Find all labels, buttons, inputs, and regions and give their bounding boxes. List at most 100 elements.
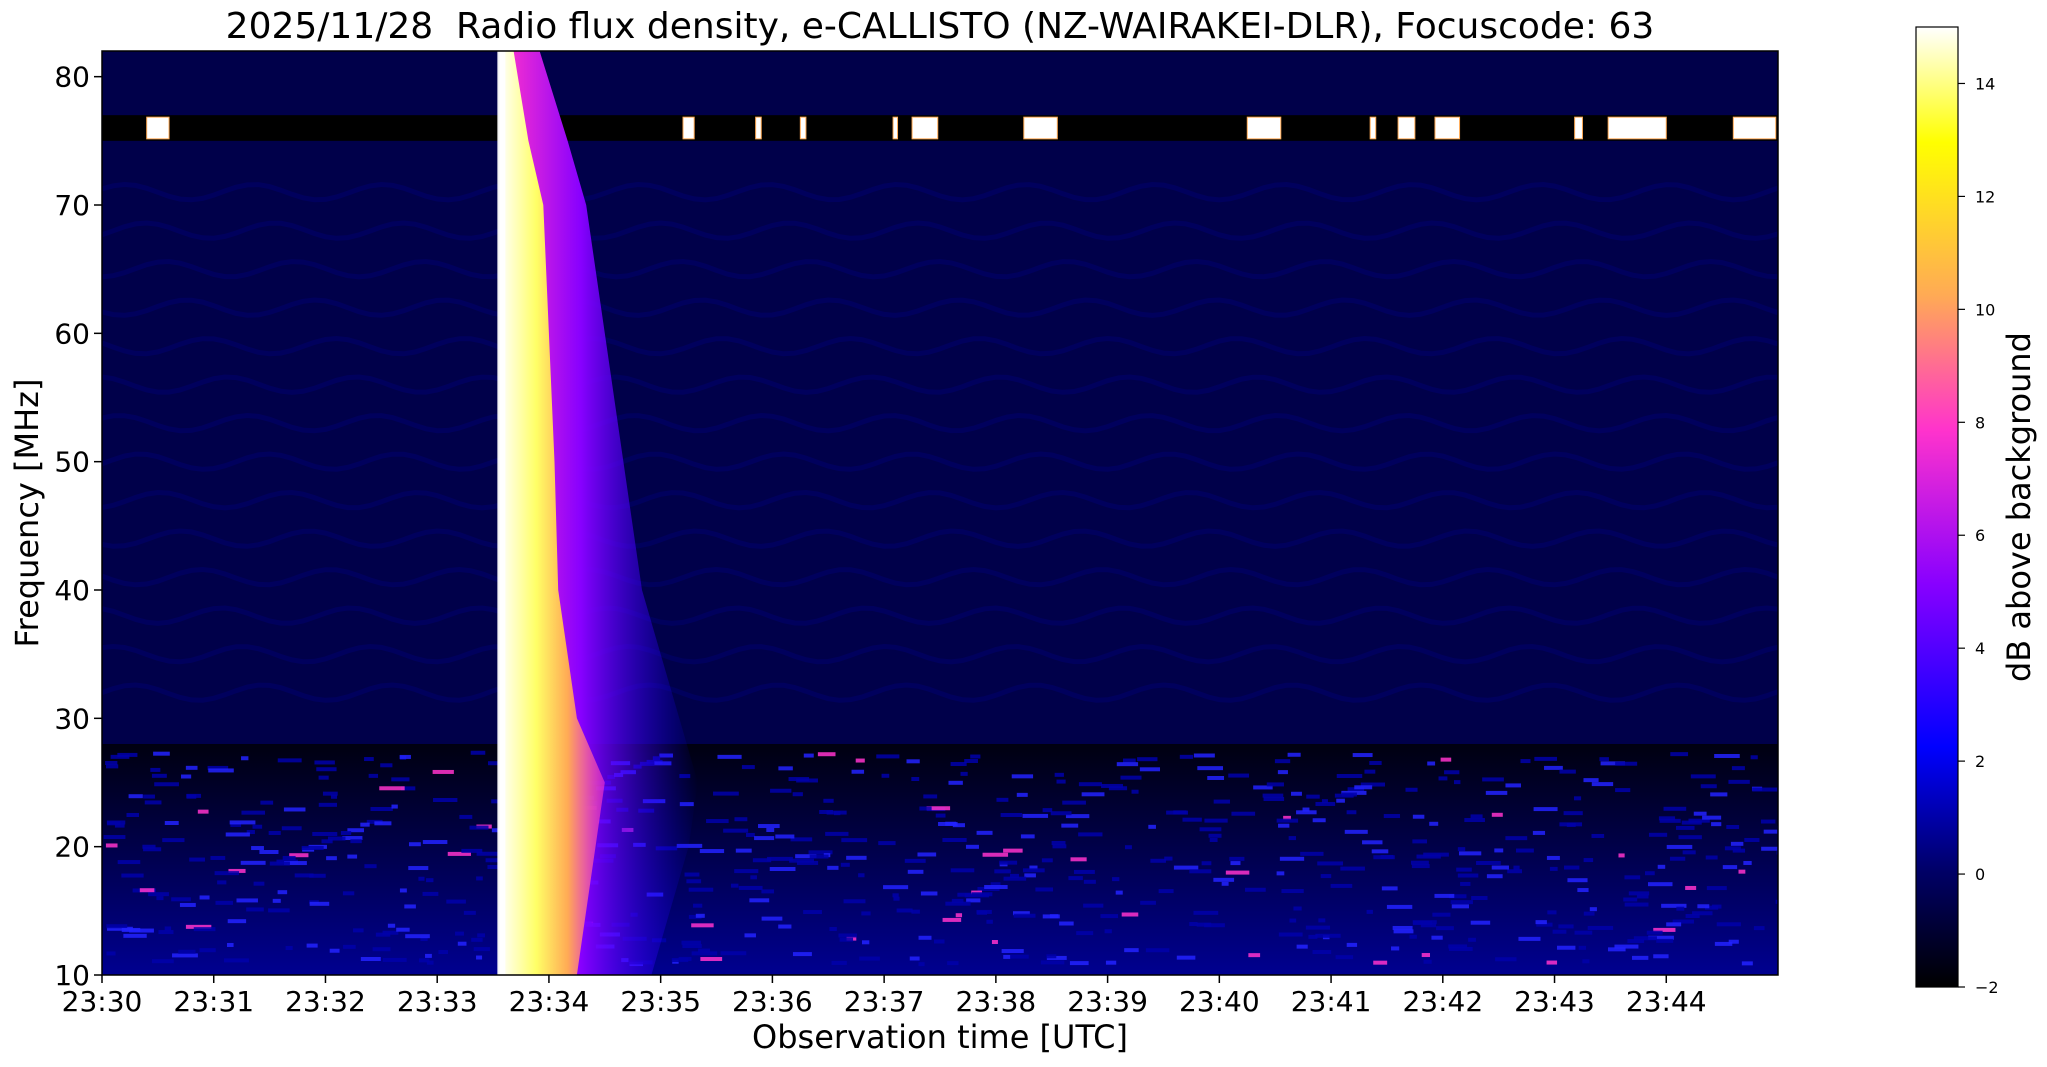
rfi-speckle xyxy=(144,800,162,805)
rfi-speckle xyxy=(329,948,340,953)
rfi-speckle xyxy=(838,933,857,938)
rfi-speckle xyxy=(1208,833,1222,838)
rfi-speckle xyxy=(720,951,747,956)
rfi-speckle xyxy=(803,910,822,915)
rfi-speckle xyxy=(1078,832,1103,837)
rfi-speckle xyxy=(364,864,377,869)
rfi-speckle xyxy=(370,806,393,811)
x-axis-label: Observation time [UTC] xyxy=(752,1018,1128,1056)
rfi-speckle xyxy=(1775,899,1778,904)
y-tick-label: 10 xyxy=(54,959,90,992)
rfi-speckle xyxy=(197,809,209,814)
rfi-speckle xyxy=(984,885,1008,890)
rfi-speckle xyxy=(1578,945,1587,950)
rfi-speckle xyxy=(321,839,333,844)
rfi-speckle xyxy=(1105,960,1117,965)
rfi-speckle xyxy=(1741,961,1753,966)
rfi-speckle xyxy=(1001,949,1024,954)
rfi-speckle xyxy=(1386,904,1413,909)
rfi-speckle xyxy=(1276,871,1285,876)
rfi-speckle xyxy=(1532,830,1546,835)
rfi-speckle xyxy=(876,754,900,759)
rfi-speckle xyxy=(976,909,992,914)
rfi-speckle xyxy=(1283,815,1291,820)
rfi-speckle xyxy=(107,821,121,826)
rfi-speckle xyxy=(438,950,448,955)
burst-core xyxy=(499,51,605,975)
rfi-speckle xyxy=(706,819,729,824)
y-tick-label: 70 xyxy=(54,189,90,222)
rfi-speckle xyxy=(1120,775,1142,780)
rfi-speckle xyxy=(754,836,775,841)
rfi-speckle xyxy=(1423,959,1432,964)
rfi-speckle xyxy=(1317,861,1344,866)
rfi-speckle xyxy=(171,897,191,902)
rfi-speckle xyxy=(1653,954,1669,959)
rfi-speckle xyxy=(1124,845,1132,850)
rfi-speckle xyxy=(1266,782,1284,787)
rfi-speckle xyxy=(881,773,890,778)
rfi-speckle xyxy=(918,962,925,967)
x-tick-label: 23:37 xyxy=(844,985,925,1018)
rfi-speckle xyxy=(1693,811,1707,816)
rfi-speckle xyxy=(1591,833,1605,838)
plot-frame xyxy=(101,50,1779,976)
rfi-speckle xyxy=(1065,814,1090,819)
rfi-speckle xyxy=(1291,791,1302,796)
rfi-speckle xyxy=(350,839,362,844)
rfi-speckle xyxy=(1661,903,1687,908)
rfi-speckle xyxy=(1566,822,1576,827)
rfi-speckle xyxy=(154,782,179,787)
rfi-speckle xyxy=(1457,847,1466,852)
rfi-speckle xyxy=(285,946,293,951)
rfi-speckle xyxy=(906,759,920,764)
background-ripple xyxy=(102,181,1778,203)
rfi-speckle xyxy=(1391,946,1400,951)
rfi-speckle xyxy=(808,850,833,855)
rfi-speckle xyxy=(289,853,309,858)
colorbar-label: dB above background xyxy=(2000,332,2038,682)
x-tick-label: 23:35 xyxy=(620,985,701,1018)
rfi-speckle xyxy=(326,856,337,861)
rfi-speckle xyxy=(950,762,967,767)
rfi-speckle xyxy=(1410,860,1429,865)
rfi-speckle xyxy=(1434,893,1455,898)
rfi-speckle xyxy=(770,788,792,793)
rfi-speckle xyxy=(379,786,405,791)
rfi-speckle xyxy=(268,908,290,913)
background-ripple xyxy=(102,643,1778,665)
rfi-speckle xyxy=(1726,825,1740,830)
chart-title: 2025/11/28 Radio flux density, e-CALLIST… xyxy=(225,6,1655,47)
rfi-speckle xyxy=(738,885,763,890)
rfi-speckle xyxy=(1753,926,1765,931)
rfi-speckle xyxy=(476,955,483,960)
rfi-speckle xyxy=(796,860,819,865)
rfi-speckle xyxy=(408,866,429,871)
rfi-speckle xyxy=(121,927,141,932)
background-ripple xyxy=(102,605,1778,626)
rfi-speckle xyxy=(342,891,355,896)
rfi-speckle xyxy=(758,824,780,829)
rfi-speckle xyxy=(883,885,909,890)
rfi-speckle xyxy=(316,767,337,772)
rfi-speckle xyxy=(1411,864,1430,869)
rfi-speckle xyxy=(948,780,963,785)
x-tick-label: 23:44 xyxy=(1626,985,1707,1018)
rfi-speckle xyxy=(723,828,749,833)
rfi-speckle xyxy=(950,868,975,873)
rfi-speckle xyxy=(1685,914,1700,919)
rfi-speckle xyxy=(426,878,434,883)
rfi-speckle xyxy=(861,911,871,916)
rfi-speckle xyxy=(1722,865,1738,870)
rfi-speckle xyxy=(1158,889,1174,894)
rfi-speckle xyxy=(360,822,370,827)
colorbar xyxy=(1915,26,1959,988)
rfi-speckle xyxy=(1201,861,1212,866)
rfi-speckle xyxy=(1140,900,1156,905)
rfi-speckle xyxy=(1448,946,1473,951)
rfi-speckle xyxy=(1436,926,1454,931)
rfi-speckle xyxy=(158,930,174,935)
interference-band xyxy=(102,115,1778,141)
colorbar-tick-label: 14 xyxy=(1975,74,1995,93)
rfi-speckle xyxy=(1003,876,1027,881)
